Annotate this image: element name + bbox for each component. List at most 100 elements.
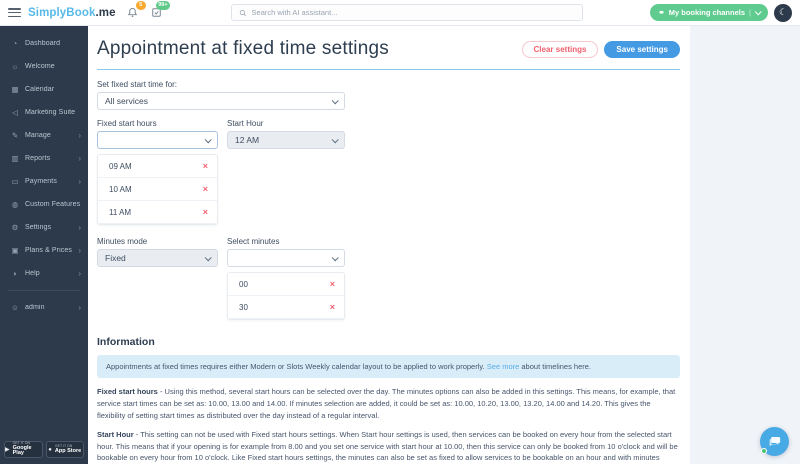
chat-bubble-icon <box>769 437 781 447</box>
sidebar-item[interactable]: ◗ Help › <box>0 262 88 285</box>
chevron-right-icon: › <box>78 303 81 312</box>
chevron-down-icon <box>331 96 339 104</box>
my-booking-channels-button[interactable]: ⚭ My booking channels | <box>650 4 768 21</box>
sidebar-item[interactable]: ☼ Welcome <box>0 55 88 78</box>
information-section: Information Appointments at fixed times … <box>97 336 680 464</box>
set-for-field: Set fixed start time for: All services <box>97 80 680 110</box>
sidebar-item-label: admin <box>25 304 45 311</box>
support-icon: ☾ <box>778 7 788 17</box>
sidebar-item-label: Manage <box>25 132 51 139</box>
chevron-right-icon: › <box>78 246 81 255</box>
sidebar-divider <box>8 290 80 291</box>
store-badge-text: GET IT ON App Store <box>54 444 82 454</box>
main-area: Appointment at fixed time settings Clear… <box>88 26 800 464</box>
google-play-icon: ▶ <box>5 447 10 453</box>
sidebar-item[interactable]: ◁ Marketing Suite <box>0 101 88 124</box>
select-minutes-label: Select minutes <box>227 237 280 246</box>
remove-icon[interactable]: × <box>202 206 208 217</box>
info-banner: Appointments at fixed times requires eit… <box>97 355 680 379</box>
store-badge-tagline: GET IT ON <box>12 441 30 446</box>
app-logo[interactable]: SimplyBook.me <box>28 7 116 19</box>
start-hour-label: Start Hour <box>227 119 264 128</box>
page-title: Appointment at fixed time settings <box>97 38 389 59</box>
info-paragraph-text: - This setting can not be used with Fixe… <box>97 430 678 463</box>
sidebar-item-admin[interactable]: ☺ admin › <box>0 296 88 319</box>
store-badge-name: Google Play <box>12 444 32 457</box>
user-icon: ☺ <box>11 303 19 312</box>
clear-settings-button[interactable]: Clear settings <box>521 41 599 58</box>
notifications-bell-button[interactable]: 5 <box>126 0 146 20</box>
store-badge-text: GET IT ON Google Play <box>13 442 42 457</box>
set-for-select[interactable]: All services <box>97 92 345 110</box>
content-panel: Appointment at fixed time settings Clear… <box>88 26 690 464</box>
minutes-mode-label: Minutes mode <box>97 237 148 246</box>
chart-icon: ▥ <box>11 154 19 163</box>
top-bar: SimplyBook.me 5 99+ ⚭ My booking <box>0 0 800 26</box>
sidebar-item-label: Reports <box>25 155 51 162</box>
sidebar-item[interactable]: ▭ Payments › <box>0 170 88 193</box>
select-minutes-field: Select minutes 00 × 30 <box>227 237 345 320</box>
chevron-down-icon <box>204 135 212 143</box>
fixed-hours-list: 09 AM × 10 AM × 11 AM × <box>97 154 218 225</box>
info-paragraph-text: - Using this method, several start hours… <box>97 387 676 420</box>
store-badge-button[interactable]: ▶ GET IT ON Google Play <box>4 441 43 458</box>
fixed-start-hours-select[interactable] <box>97 131 218 149</box>
gear-icon: ⚙ <box>11 223 19 232</box>
minute-row: 30 × <box>228 296 344 319</box>
store-badges: ▶ GET IT ON Google Play ● GET IT ON App … <box>0 441 88 464</box>
remove-icon[interactable]: × <box>202 183 208 194</box>
sidebar-nav: ◔ Dashboard ☼ Welcome ▦ Calendar ◁ Marke… <box>0 26 88 464</box>
minutes-mode-select[interactable]: Fixed <box>97 249 218 267</box>
dashboard-icon: ◔ <box>12 39 18 48</box>
chevron-right-icon: › <box>78 131 81 140</box>
logo-text-suffix: .me <box>95 6 116 19</box>
sidebar-item[interactable]: ▥ Reports › <box>0 147 88 170</box>
remove-icon[interactable]: × <box>329 278 335 289</box>
sidebar-item[interactable]: ▣ Plans & Prices › <box>0 239 88 262</box>
fixed-start-hours-label: Fixed start hours <box>97 119 157 128</box>
form-grid: Fixed start hours 09 AM × <box>97 119 680 320</box>
live-chat-button[interactable] <box>760 427 789 456</box>
search-bar[interactable] <box>230 4 583 21</box>
start-hour-select[interactable]: 12 AM <box>227 131 345 149</box>
fixed-hour-row: 11 AM × <box>98 201 217 224</box>
store-badge-tagline: GET IT ON <box>54 444 73 448</box>
store-badge-name: App Store <box>54 447 82 454</box>
search-icon <box>239 9 246 16</box>
set-for-value: All services <box>105 96 148 106</box>
remove-icon[interactable]: × <box>202 160 208 171</box>
set-for-label: Set fixed start time for: <box>97 80 178 89</box>
search-input[interactable] <box>251 8 575 17</box>
sidebar-item[interactable]: ✎ Manage › <box>0 124 88 147</box>
start-hour-field: Start Hour 12 AM <box>227 119 345 225</box>
online-status-dot <box>761 448 767 454</box>
minute-value: 30 <box>239 302 248 312</box>
info-paragraph: Start Hour - This setting can not be use… <box>97 429 680 464</box>
payments-icon: ▭ <box>11 177 19 186</box>
apple-icon: ● <box>48 446 52 453</box>
select-minutes-select[interactable] <box>227 249 345 267</box>
sidebar-item-label: Settings <box>25 224 52 231</box>
title-underline <box>97 69 680 70</box>
support-button[interactable]: ☾ <box>773 3 792 22</box>
sidebar-item[interactable]: ⚙ Settings › <box>0 216 88 239</box>
sidebar-item-label: Marketing Suite <box>25 109 76 116</box>
see-more-link[interactable]: See more <box>486 362 520 371</box>
sidebar-item-label: Custom Features <box>25 201 81 208</box>
hamburger-menu-icon[interactable] <box>8 8 21 17</box>
puzzle-icon: ◍ <box>11 200 19 209</box>
chevron-right-icon: › <box>78 154 81 163</box>
sidebar-item[interactable]: ▦ Calendar <box>0 78 88 101</box>
megaphone-icon: ◁ <box>12 108 18 117</box>
sidebar-item[interactable]: ◍ Custom Features <box>0 193 88 216</box>
info-banner-tail: about timelines here. <box>519 362 592 371</box>
tasks-button[interactable]: 99+ <box>150 0 170 20</box>
save-settings-button[interactable]: Save settings <box>604 41 680 58</box>
fixed-hour-value: 10 AM <box>109 184 132 194</box>
sidebar-item-label: Help <box>25 270 40 277</box>
store-badge-button[interactable]: ● GET IT ON App Store <box>45 441 84 458</box>
sidebar-item[interactable]: ◔ Dashboard <box>0 32 88 55</box>
fixed-hour-row: 09 AM × <box>98 155 217 178</box>
remove-icon[interactable]: × <box>329 301 335 312</box>
chevron-down-icon <box>331 253 339 261</box>
